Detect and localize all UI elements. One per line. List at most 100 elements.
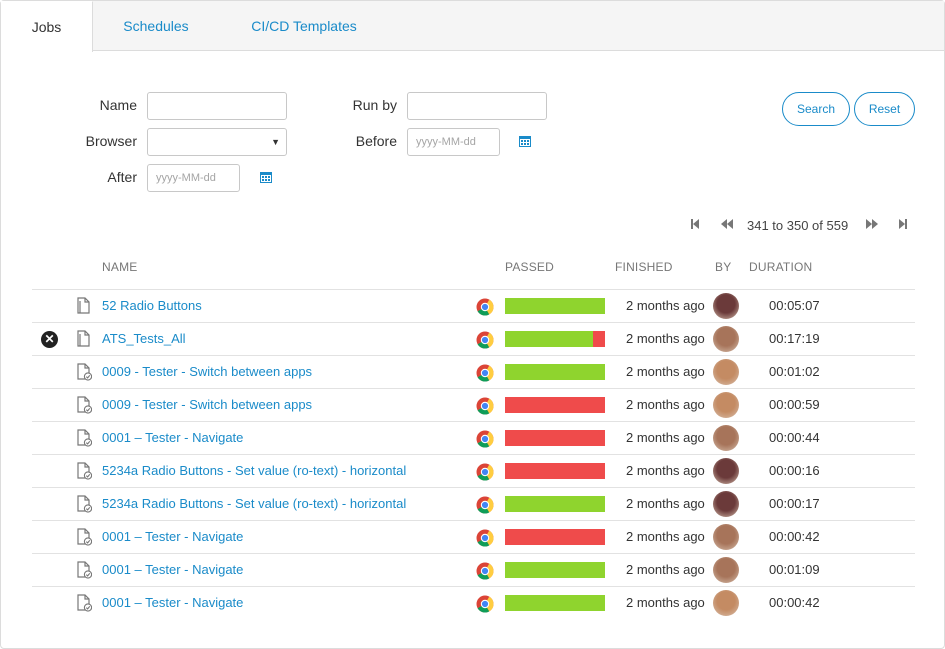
last-page-icon[interactable] (898, 218, 908, 230)
finished-time: 2 months ago (626, 529, 705, 544)
avatar[interactable] (713, 524, 739, 550)
document-check-icon (77, 594, 92, 612)
runby-filter-label: Run by (352, 97, 397, 113)
chevron-down-icon: ▼ (271, 137, 280, 147)
table-row[interactable]: 0001 – Tester - Navigate 2 months ago 00:0… (32, 554, 915, 587)
duration: 00:01:02 (769, 364, 820, 379)
passed-fill (505, 364, 605, 380)
document-check-icon (77, 462, 92, 480)
avatar[interactable] (713, 326, 739, 352)
job-name-link[interactable]: 0001 – Tester - Navigate (102, 595, 244, 610)
passed-progress-bar (505, 562, 605, 578)
table-row[interactable]: 52 Radio Buttons 2 months ago 00:05:07 (32, 290, 915, 323)
chrome-icon (476, 529, 494, 547)
passed-progress-bar (505, 298, 605, 314)
row-divider (32, 586, 915, 587)
browser-filter-select[interactable]: ▼ (147, 128, 287, 156)
reset-button[interactable]: Reset (854, 92, 915, 126)
avatar[interactable] (713, 458, 739, 484)
passed-progress-bar (505, 496, 605, 512)
row-divider (32, 388, 915, 389)
table-row[interactable]: 0001 – Tester - Navigate 2 months ago 00:0… (32, 521, 915, 554)
job-name-link[interactable]: 0009 - Tester - Switch between apps (102, 397, 313, 412)
passed-progress-bar (505, 331, 605, 347)
finished-time: 2 months ago (626, 331, 705, 346)
table-row[interactable]: 0009 - Tester - Switch between apps 2 mon… (32, 356, 915, 389)
row-divider (32, 421, 915, 422)
job-name-link[interactable]: 0001 – Tester - Navigate (102, 562, 244, 577)
passed-progress-bar (505, 364, 605, 380)
column-header-passed[interactable]: PASSED (505, 260, 554, 274)
chrome-icon (476, 331, 494, 349)
table-row[interactable]: ✕ ATS_Tests_All 2 months ago 00:17:19 (32, 323, 915, 356)
document-icon (77, 297, 90, 314)
job-name-link[interactable]: 5234a Radio Buttons - Set value (ro-text… (102, 463, 407, 478)
avatar[interactable] (713, 293, 739, 319)
finished-time: 2 months ago (626, 595, 705, 610)
tab-bar: Jobs Schedules CI/CD Templates (1, 1, 944, 52)
row-divider (32, 487, 915, 488)
table-row[interactable]: 0009 - Tester - Switch between apps 2 mon… (32, 389, 915, 422)
finished-time: 2 months ago (626, 430, 705, 445)
table-row[interactable]: 0001 – Tester - Navigate 2 months ago 00:0… (32, 422, 915, 455)
chrome-icon (476, 463, 494, 481)
chrome-icon (476, 562, 494, 580)
job-name-link[interactable]: 0009 - Tester - Switch between apps (102, 364, 313, 379)
passed-progress-bar (505, 529, 605, 545)
first-page-icon[interactable] (690, 218, 700, 230)
calendar-icon[interactable] (260, 171, 272, 183)
column-header-by[interactable]: BY (715, 260, 732, 274)
after-date-input[interactable] (147, 164, 240, 192)
job-name-link[interactable]: 5234a Radio Buttons - Set value (ro-text… (102, 496, 407, 511)
job-name-link[interactable]: 0001 – Tester - Navigate (102, 430, 244, 445)
browser-filter-label: Browser (85, 133, 137, 149)
document-check-icon (77, 528, 92, 546)
document-check-icon (77, 561, 92, 579)
runby-filter-input[interactable] (407, 92, 547, 120)
avatar[interactable] (713, 491, 739, 517)
finished-time: 2 months ago (626, 496, 705, 511)
row-divider (32, 289, 915, 290)
document-icon (77, 330, 90, 347)
column-header-finished[interactable]: FINISHED (615, 260, 673, 274)
table-row[interactable]: 5234a Radio Buttons - Set value (ro-text… (32, 488, 915, 521)
after-filter-label: After (107, 169, 137, 185)
before-date-input[interactable] (407, 128, 500, 156)
tab-schedules[interactable]: Schedules (123, 18, 189, 34)
document-check-icon (77, 495, 92, 513)
name-filter-input[interactable] (147, 92, 287, 120)
row-divider (32, 520, 915, 521)
tab-jobs[interactable]: Jobs (1, 1, 93, 52)
passed-fill (505, 331, 593, 347)
table-row[interactable]: 5234a Radio Buttons - Set value (ro-text… (32, 455, 915, 488)
passed-progress-bar (505, 595, 605, 611)
table-row[interactable]: 0001 – Tester - Navigate 2 months ago 00:0… (32, 587, 915, 620)
search-button[interactable]: Search (782, 92, 850, 126)
duration: 00:01:09 (769, 562, 820, 577)
row-divider (32, 322, 915, 323)
avatar[interactable] (713, 359, 739, 385)
tab-cicd-templates[interactable]: CI/CD Templates (251, 18, 357, 34)
passed-progress-bar (505, 397, 605, 413)
name-filter-label: Name (99, 97, 137, 113)
job-name-link[interactable]: 0001 – Tester - Navigate (102, 529, 244, 544)
avatar[interactable] (713, 590, 739, 616)
avatar[interactable] (713, 557, 739, 583)
previous-page-icon[interactable] (720, 218, 734, 230)
chrome-icon (476, 430, 494, 448)
finished-time: 2 months ago (626, 397, 705, 412)
next-page-icon[interactable] (865, 218, 879, 230)
avatar[interactable] (713, 425, 739, 451)
job-name-link[interactable]: 52 Radio Buttons (102, 298, 202, 313)
error-icon: ✕ (41, 331, 58, 348)
avatar[interactable] (713, 392, 739, 418)
chrome-icon (476, 496, 494, 514)
job-name-link[interactable]: ATS_Tests_All (102, 331, 186, 346)
pagination-range: 341 to 350 of 559 (747, 218, 849, 233)
column-header-duration[interactable]: DURATION (749, 260, 813, 274)
calendar-icon[interactable] (519, 135, 531, 147)
row-divider (32, 355, 915, 356)
before-filter-label: Before (355, 133, 397, 149)
column-header-name[interactable]: NAME (102, 260, 138, 274)
